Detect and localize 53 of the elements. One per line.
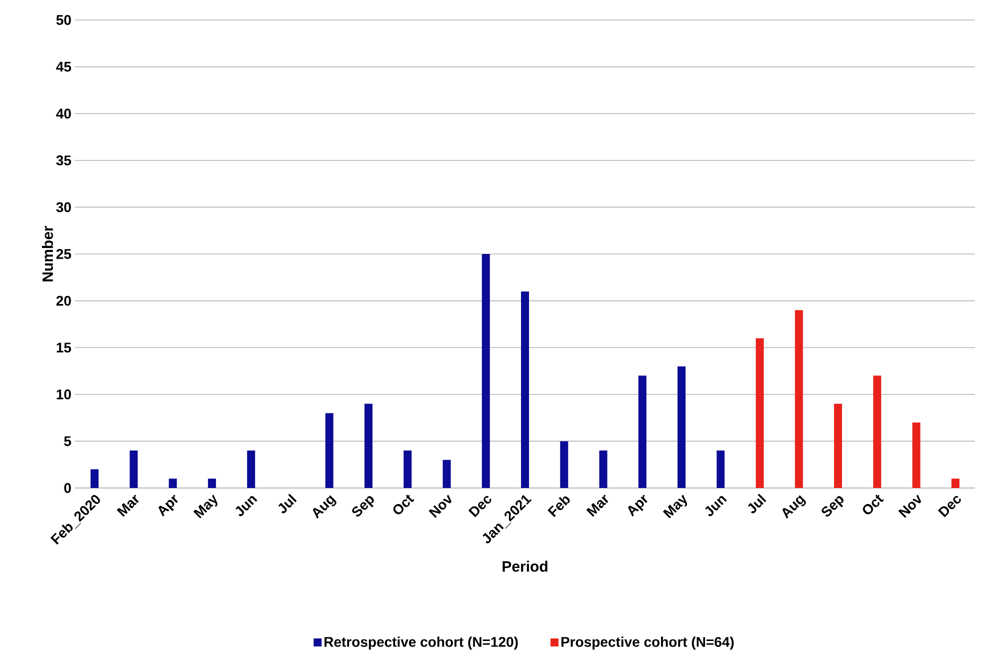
bar bbox=[912, 422, 920, 488]
x-tick-label: Jul bbox=[748, 494, 766, 514]
bar bbox=[325, 413, 334, 488]
y-tick-label: 40 bbox=[56, 108, 71, 119]
x-tick-label: Mar bbox=[586, 494, 608, 517]
y-tick-label: 15 bbox=[56, 342, 72, 352]
bar bbox=[364, 404, 372, 488]
bar bbox=[168, 478, 177, 488]
bar bbox=[90, 469, 99, 488]
bar bbox=[442, 460, 451, 488]
x-tick-label: Oct bbox=[862, 494, 884, 514]
bar bbox=[834, 404, 842, 488]
x-tick-label: Oct bbox=[393, 494, 414, 514]
x-tick-label: Nov bbox=[428, 494, 452, 518]
bar bbox=[794, 310, 803, 488]
x-tick-label: Apr bbox=[158, 494, 178, 517]
bar bbox=[716, 450, 725, 488]
bar bbox=[247, 450, 256, 488]
bar bbox=[756, 338, 764, 488]
x-tick-label: Dec bbox=[938, 496, 961, 518]
bar bbox=[404, 450, 412, 488]
y-tick-label: 0 bbox=[64, 483, 71, 493]
y-tick-label: 30 bbox=[56, 202, 71, 212]
x-tick-label: Sep bbox=[822, 496, 844, 517]
legend-label: Prospective cohort (N=64) bbox=[561, 636, 734, 650]
x-tick-label: Jun bbox=[236, 496, 258, 516]
y-tick-label: 45 bbox=[56, 62, 72, 72]
legend-label: Retrospective cohort (N=120) bbox=[324, 636, 518, 650]
x-tick-label: Mar bbox=[116, 494, 139, 517]
y-axis-title: Number bbox=[42, 226, 54, 282]
bar bbox=[130, 450, 138, 488]
y-tick-label: 5 bbox=[64, 436, 72, 446]
bar bbox=[482, 254, 490, 488]
bar bbox=[560, 441, 568, 488]
y-tick-label: 20 bbox=[56, 296, 71, 306]
bar bbox=[951, 478, 960, 488]
x-tick-label: Nov bbox=[898, 494, 922, 518]
x-tick-label: Apr bbox=[628, 494, 648, 517]
bar bbox=[873, 376, 882, 488]
x-tick-label: Feb bbox=[548, 496, 570, 518]
bar bbox=[678, 366, 686, 488]
x-axis-title: Period bbox=[502, 560, 548, 572]
x-tick-label: Jul bbox=[278, 494, 297, 514]
bar bbox=[521, 291, 530, 488]
y-tick-label: 35 bbox=[56, 155, 72, 166]
bar bbox=[599, 450, 608, 488]
y-tick-label: 25 bbox=[56, 249, 72, 259]
x-tick-label: Sep bbox=[352, 496, 374, 517]
x-tick-label: Jun bbox=[705, 496, 727, 516]
y-tick-label: 50 bbox=[56, 15, 71, 25]
bar bbox=[208, 478, 216, 488]
y-tick-label: 10 bbox=[56, 389, 71, 400]
bar bbox=[638, 376, 646, 488]
